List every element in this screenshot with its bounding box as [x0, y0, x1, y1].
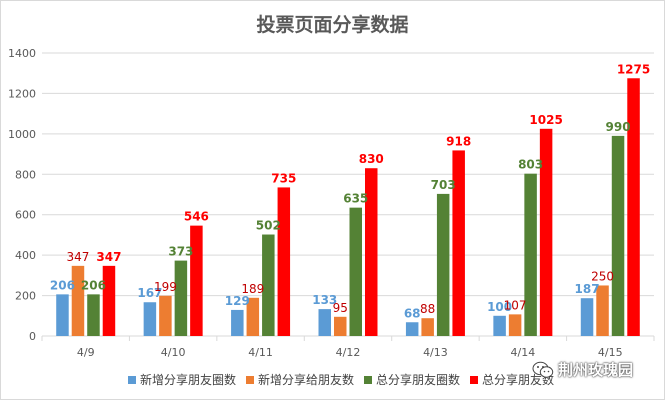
bar [143, 302, 157, 336]
data-label: 199 [154, 280, 177, 294]
bar [436, 193, 450, 336]
wechat-icon [532, 361, 554, 378]
data-label: 100 [487, 300, 512, 314]
bar [159, 295, 172, 336]
y-tick-label: 600 [15, 209, 36, 222]
legend-label: 新增分享朋友圈数 [140, 373, 237, 387]
bar [334, 316, 347, 336]
data-label: 95 [333, 301, 348, 315]
x-tick-label: 4/11 [248, 346, 273, 359]
data-label: 1025 [529, 113, 562, 127]
data-label: 735 [271, 171, 296, 185]
y-tick-label: 1200 [8, 87, 36, 100]
bar [174, 260, 188, 336]
legend-item-new-friend-shares: 新增分享给朋友数 [246, 371, 354, 388]
bar [421, 318, 434, 336]
data-label: 635 [343, 192, 368, 206]
y-tick-label: 1000 [8, 128, 36, 141]
y-tick-label: 0 [29, 330, 36, 343]
data-label: 133 [312, 293, 337, 307]
x-tick-label: 4/12 [336, 346, 361, 359]
data-label: 373 [168, 245, 193, 259]
bar [56, 294, 69, 336]
x-tick-label: 4/9 [77, 346, 95, 359]
legend-swatch [364, 375, 373, 384]
data-label: 347 [67, 250, 90, 264]
data-label: 250 [591, 269, 614, 283]
bar [508, 314, 522, 336]
bar [246, 297, 260, 336]
data-label: 703 [431, 178, 456, 192]
legend-swatch [128, 375, 136, 384]
data-label: 918 [446, 134, 471, 148]
legend-label: 总分享朋友数 [482, 373, 555, 387]
bar [318, 309, 331, 336]
data-label: 502 [256, 219, 281, 233]
data-label: 206 [81, 278, 106, 292]
bar [71, 265, 85, 336]
bar [627, 78, 640, 337]
bar [365, 168, 378, 336]
bar [349, 207, 362, 336]
bar [493, 315, 506, 336]
data-label: 189 [241, 282, 264, 296]
bar [596, 285, 609, 336]
bar [231, 309, 244, 336]
y-tick-label: 800 [15, 168, 36, 181]
legend-label: 新增分享给朋友数 [258, 373, 355, 387]
data-label: 546 [184, 210, 209, 224]
chart-legend: 新增分享朋友圈数 新增分享给朋友数 总分享朋友圈数 总分享朋友数 [128, 371, 554, 388]
bar [262, 234, 275, 336]
data-label: 206 [50, 278, 75, 292]
bar [405, 322, 419, 336]
data-label: 167 [137, 286, 162, 300]
data-label: 129 [225, 294, 250, 308]
chart-title: 投票页面分享数据 [256, 14, 409, 36]
bar [611, 135, 625, 336]
legend-swatch [246, 375, 255, 384]
x-tick-label: 4/13 [423, 346, 448, 359]
watermark-text: 荆州玫瑰园 [558, 361, 634, 379]
y-tick-label: 1400 [8, 47, 36, 60]
data-label: 1275 [617, 62, 650, 76]
data-label: 990 [606, 120, 631, 134]
legend-item-new-moments-shares: 新增分享朋友圈数 [128, 371, 236, 388]
bar [524, 173, 537, 336]
bar [277, 187, 291, 336]
legend-label: 总分享朋友圈数 [376, 373, 461, 387]
legend-swatch [470, 375, 479, 384]
bar [580, 298, 594, 336]
bar [102, 265, 116, 336]
data-label: 803 [518, 158, 543, 172]
data-label: 830 [359, 152, 384, 166]
bar [539, 128, 553, 336]
x-tick-label: 4/15 [598, 346, 623, 359]
data-label: 88 [420, 302, 435, 316]
data-label: 107 [504, 298, 527, 312]
watermark: 荆州玫瑰园 [532, 359, 633, 380]
data-label: 68 [404, 306, 421, 320]
bar [452, 150, 465, 336]
y-tick-label: 200 [15, 290, 36, 303]
legend-item-total-friend-shares: 总分享朋友数 [470, 371, 554, 388]
x-tick-label: 4/10 [161, 346, 186, 359]
bar [190, 225, 203, 336]
x-tick-label: 4/14 [511, 346, 536, 359]
data-label: 347 [96, 250, 121, 264]
y-tick-label: 400 [15, 249, 36, 262]
legend-item-total-moments-shares: 总分享朋友圈数 [364, 371, 460, 388]
bar [87, 294, 100, 336]
data-label: 187 [575, 282, 600, 296]
